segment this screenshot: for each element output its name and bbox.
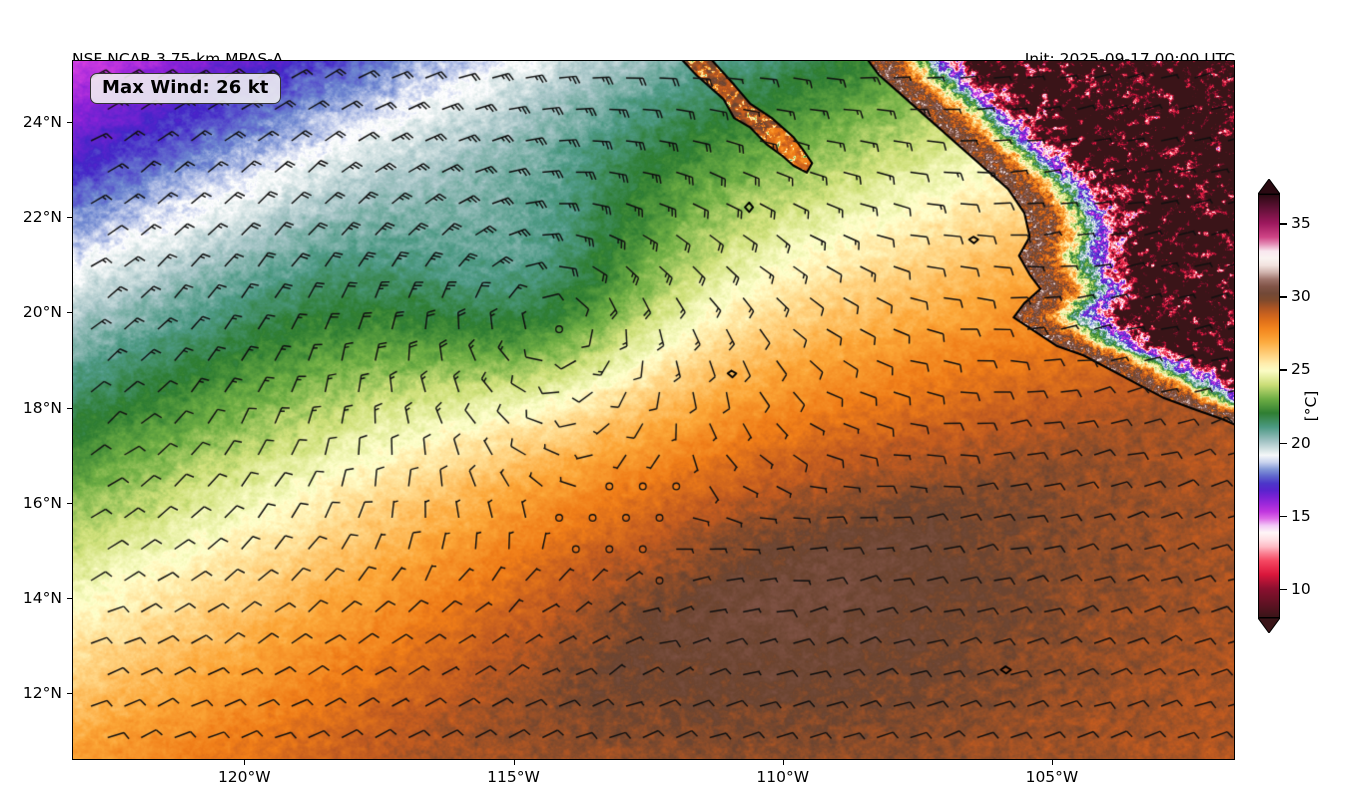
y-tick-mark: [67, 121, 72, 123]
colorbar-tick-label: 35: [1291, 214, 1311, 233]
x-tick-mark: [244, 760, 246, 765]
y-tick-mark: [67, 502, 72, 504]
y-tick-mark: [67, 598, 72, 600]
colorbar-tick-label: 10: [1291, 579, 1311, 598]
x-tick-mark: [1051, 760, 1053, 765]
y-tick-mark: [67, 407, 72, 409]
colorbar-tick-mark: [1280, 442, 1287, 444]
temperature-wind-map: [73, 61, 1234, 759]
y-tick-label: 18°N: [22, 398, 62, 417]
y-tick-label: 16°N: [22, 493, 62, 512]
max-wind-annotation: Max Wind: 26 kt: [90, 73, 281, 104]
y-tick-mark: [67, 312, 72, 314]
colorbar-tick-label: 20: [1291, 433, 1311, 452]
colorbar-tick-label: 15: [1291, 506, 1311, 525]
colorbar-tick-mark: [1280, 296, 1287, 298]
y-tick-label: 14°N: [22, 589, 62, 608]
colorbar-extend-min-icon: [1258, 618, 1280, 633]
max-wind-label: Max Wind: 26 kt: [102, 77, 269, 98]
y-tick-label: 22°N: [22, 208, 62, 227]
y-tick-label: 12°N: [22, 684, 62, 703]
x-tick-mark: [513, 760, 515, 765]
colorbar[interactable]: 10 15 20 25 30 35: [1258, 179, 1311, 633]
colorbar-tick-mark: [1280, 515, 1287, 518]
x-tick-label: 110°W: [756, 768, 810, 786]
colorbar-tick-mark: [1280, 588, 1287, 591]
x-tick-label: 105°W: [1025, 768, 1079, 786]
colorbar-tick-label: 30: [1291, 287, 1311, 306]
colorbar-extend-max-icon: [1258, 179, 1280, 194]
colorbar-tick-mark: [1280, 223, 1287, 225]
x-tick-label: 115°W: [487, 768, 540, 786]
colorbar-title: [°C]: [1302, 390, 1320, 422]
y-tick-mark: [67, 217, 72, 219]
y-tick-label: 20°N: [22, 303, 62, 322]
y-tick-mark: [67, 693, 72, 695]
map-plot-area[interactable]: [72, 60, 1235, 760]
y-tick-label: 24°N: [22, 112, 62, 131]
x-tick-label: 120°W: [217, 768, 271, 786]
colorbar-gradient: [1258, 194, 1280, 618]
x-tick-mark: [782, 760, 784, 765]
colorbar-tick-label: 25: [1291, 360, 1311, 379]
colorbar-tick-mark: [1280, 369, 1287, 371]
